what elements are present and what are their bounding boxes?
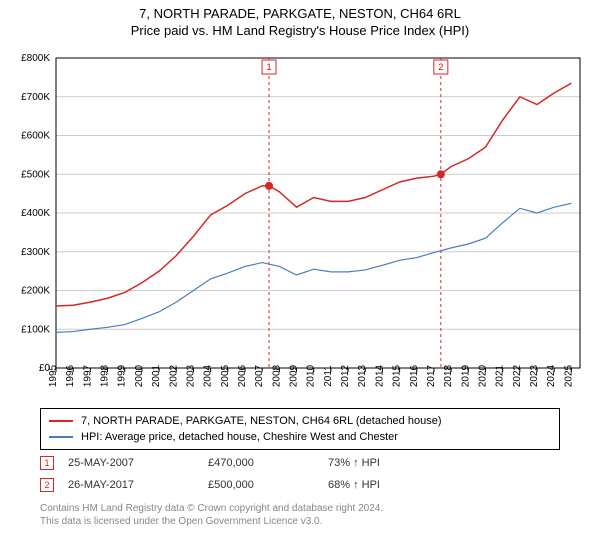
event-date: 25-MAY-2007 <box>68 457 208 469</box>
svg-text:£500K: £500K <box>21 169 50 180</box>
svg-text:£100K: £100K <box>21 324 50 335</box>
event-price: £470,000 <box>208 457 328 469</box>
svg-text:£800K: £800K <box>21 53 50 64</box>
legend-swatch <box>49 436 73 438</box>
chart-title-line1: 7, NORTH PARADE, PARKGATE, NESTON, CH64 … <box>0 6 600 21</box>
event-pct: 73% ↑ HPI <box>328 457 448 469</box>
chart-title-block: 7, NORTH PARADE, PARKGATE, NESTON, CH64 … <box>0 0 600 38</box>
svg-text:£700K: £700K <box>21 92 50 103</box>
legend: 7, NORTH PARADE, PARKGATE, NESTON, CH64 … <box>40 408 560 450</box>
svg-text:1: 1 <box>267 62 272 72</box>
legend-label: 7, NORTH PARADE, PARKGATE, NESTON, CH64 … <box>81 415 441 427</box>
legend-swatch <box>49 420 73 422</box>
footer-line1: Contains HM Land Registry data © Crown c… <box>40 502 560 515</box>
legend-item: HPI: Average price, detached house, Ches… <box>49 429 551 445</box>
svg-text:£400K: £400K <box>21 208 50 219</box>
line-chart: £0£100K£200K£300K£400K£500K£600K£700K£80… <box>8 48 592 398</box>
legend-item: 7, NORTH PARADE, PARKGATE, NESTON, CH64 … <box>49 413 551 429</box>
footer: Contains HM Land Registry data © Crown c… <box>40 502 560 528</box>
events-table: 1 25-MAY-2007 £470,000 73% ↑ HPI 2 26-MA… <box>40 452 560 496</box>
event-badge: 2 <box>40 478 54 492</box>
event-badge: 1 <box>40 456 54 470</box>
legend-label: HPI: Average price, detached house, Ches… <box>81 431 398 443</box>
footer-line2: This data is licensed under the Open Gov… <box>40 515 560 528</box>
svg-text:£200K: £200K <box>21 286 50 297</box>
svg-text:£300K: £300K <box>21 247 50 258</box>
chart-area: £0£100K£200K£300K£400K£500K£600K£700K£80… <box>8 48 592 398</box>
event-price: £500,000 <box>208 479 328 491</box>
event-date: 26-MAY-2017 <box>68 479 208 491</box>
chart-title-line2: Price paid vs. HM Land Registry's House … <box>0 23 600 38</box>
svg-text:2: 2 <box>438 62 443 72</box>
event-pct: 68% ↑ HPI <box>328 479 448 491</box>
event-row: 1 25-MAY-2007 £470,000 73% ↑ HPI <box>40 452 560 474</box>
svg-text:£600K: £600K <box>21 131 50 142</box>
event-row: 2 26-MAY-2017 £500,000 68% ↑ HPI <box>40 474 560 496</box>
